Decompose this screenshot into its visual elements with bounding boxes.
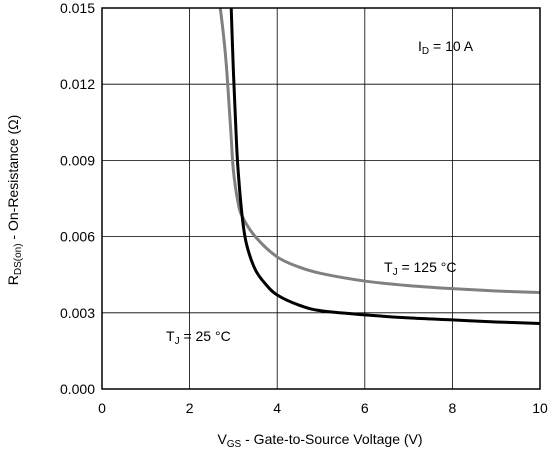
x-tick-label: 4 [273,400,281,416]
series-line-125c [218,7,541,294]
y-axis-title: RDS(on) - On-Resistance (Ω) [5,115,24,286]
y-tick-label: 0.000 [60,381,95,397]
y-tick-label: 0.015 [60,0,95,16]
y-tick-label: 0.006 [60,229,95,245]
y-tick-label: 0.003 [60,305,95,321]
x-tick-label: 2 [186,400,194,416]
x-tick-label: 0 [98,400,106,416]
series-group [218,7,541,325]
y-tick-label: 0.012 [60,76,95,92]
x-tick-label: 6 [361,400,369,416]
annotation-id: ID = 10 A [418,38,474,57]
annotation-tj-125: TJ = 125 °C [384,259,456,278]
x-tick-label: 10 [532,400,548,416]
x-axis-title: VGS - Gate-to-Source Voltage (V) [217,431,422,450]
x-tick-labels: 0 2 4 6 8 10 [98,400,548,416]
y-tick-labels: 0.000 0.003 0.006 0.009 0.012 0.015 [60,0,95,397]
series-line-25c [229,7,541,325]
y-tick-label: 0.009 [60,152,95,168]
grid-lines [102,8,540,389]
annotation-tj-25: TJ = 25 °C [166,328,231,347]
x-tick-label: 8 [449,400,457,416]
plot-frame [101,7,541,390]
